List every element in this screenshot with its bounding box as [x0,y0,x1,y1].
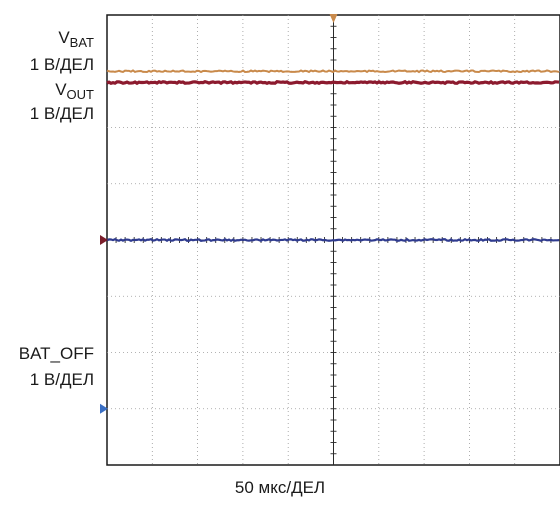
vbat-label: VBAT [58,28,94,53]
trace-bat-off [106,237,560,243]
ground-marker-bat-off [100,403,108,414]
markers [100,14,338,414]
time-scale-label: 50 мкс/ДЕЛ [234,478,326,497]
vout-name: V [55,80,67,99]
vout-scale: 1 В/ДЕЛ [29,104,94,123]
trace-vbat [106,69,560,74]
trace-vout [106,79,560,86]
vout-name-sub: OUT [66,87,94,102]
bat-off-scale: 1 В/ДЕЛ [29,370,94,389]
vbat-scale: 1 В/ДЕЛ [29,55,94,74]
ground-marker-vout [100,235,108,245]
vbat-name: V [58,28,70,47]
vout-label: VOUT [55,80,94,105]
vbat-name-sub: BAT [69,35,94,50]
trigger-marker [329,14,338,23]
bat-off-label: BAT_OFF [18,344,94,363]
traces [106,69,560,243]
